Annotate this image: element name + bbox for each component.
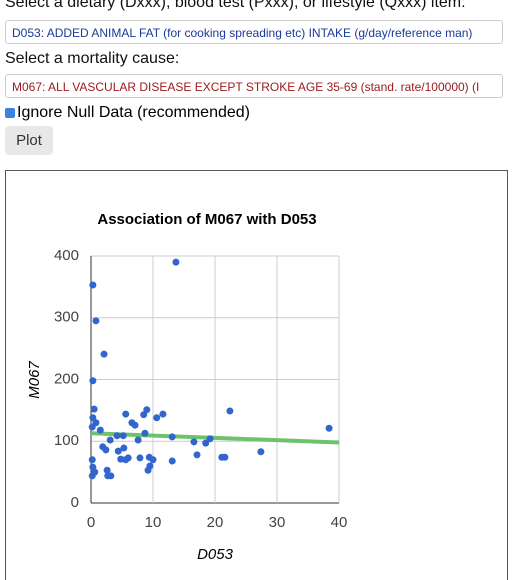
point (119, 432, 127, 440)
point (114, 447, 122, 455)
point (113, 432, 121, 440)
point (90, 405, 98, 413)
checkbox[interactable] (5, 108, 15, 118)
point (106, 436, 114, 444)
diet-prompt: Select a dietary (Dxxx), blood test (Pxx… (5, 0, 466, 11)
y-tick-label: 300 (54, 309, 79, 326)
point (96, 426, 104, 434)
point (172, 258, 180, 266)
point (206, 435, 214, 443)
point (122, 410, 130, 418)
x-tick-label: 10 (145, 514, 162, 531)
point (89, 377, 97, 385)
point (100, 350, 108, 358)
y-tick-label: 100 (54, 432, 79, 449)
point (134, 436, 142, 444)
point (120, 444, 128, 452)
y-tick-label: 400 (54, 247, 79, 264)
trendline (90, 431, 340, 445)
point (124, 454, 132, 462)
chart-border (5, 170, 508, 580)
x-tick-label: 0 (87, 514, 95, 531)
point (88, 456, 96, 464)
x-tick-label: 30 (269, 514, 286, 531)
point (190, 438, 198, 446)
point (143, 406, 151, 414)
chart-title: Association of M067 with D053 (97, 211, 316, 228)
point (88, 423, 96, 431)
point (131, 421, 139, 429)
point (141, 429, 149, 437)
point (202, 439, 210, 447)
diet-select[interactable]: D053: ADDED ANIMAL FAT (for cooking spre… (5, 20, 503, 44)
point (325, 424, 333, 432)
point (168, 433, 176, 441)
x-axis-label: D053 (197, 546, 234, 563)
y-axis-label: M067 (26, 361, 43, 399)
point (92, 317, 100, 325)
point (257, 448, 265, 456)
chart: Association of M067 with D053 M067 D053 … (5, 170, 508, 580)
plot-button[interactable]: Plot (5, 126, 53, 155)
cause-select[interactable]: M067: ALL VASCULAR DISEASE EXCEPT STROKE… (5, 74, 503, 98)
point (153, 414, 161, 422)
checkbox-label: Ignore Null Data (recommended) (17, 104, 250, 121)
point (89, 281, 97, 289)
y-tick-label: 0 (71, 494, 79, 511)
cause-prompt: Select a mortality cause: (5, 50, 180, 67)
point (107, 472, 115, 480)
checkbox-row: Ignore Null Data (recommended) (5, 104, 250, 122)
x-tick-label: 40 (331, 514, 348, 531)
point (221, 453, 229, 461)
point (88, 472, 96, 480)
point (193, 451, 201, 459)
point (226, 407, 234, 415)
point (145, 453, 153, 461)
point (146, 462, 154, 470)
point (168, 457, 176, 465)
point (102, 446, 110, 454)
y-tick-label: 200 (54, 370, 79, 387)
point (103, 466, 111, 474)
x-tick-label: 20 (207, 514, 224, 531)
point (136, 454, 144, 462)
point (159, 410, 167, 418)
